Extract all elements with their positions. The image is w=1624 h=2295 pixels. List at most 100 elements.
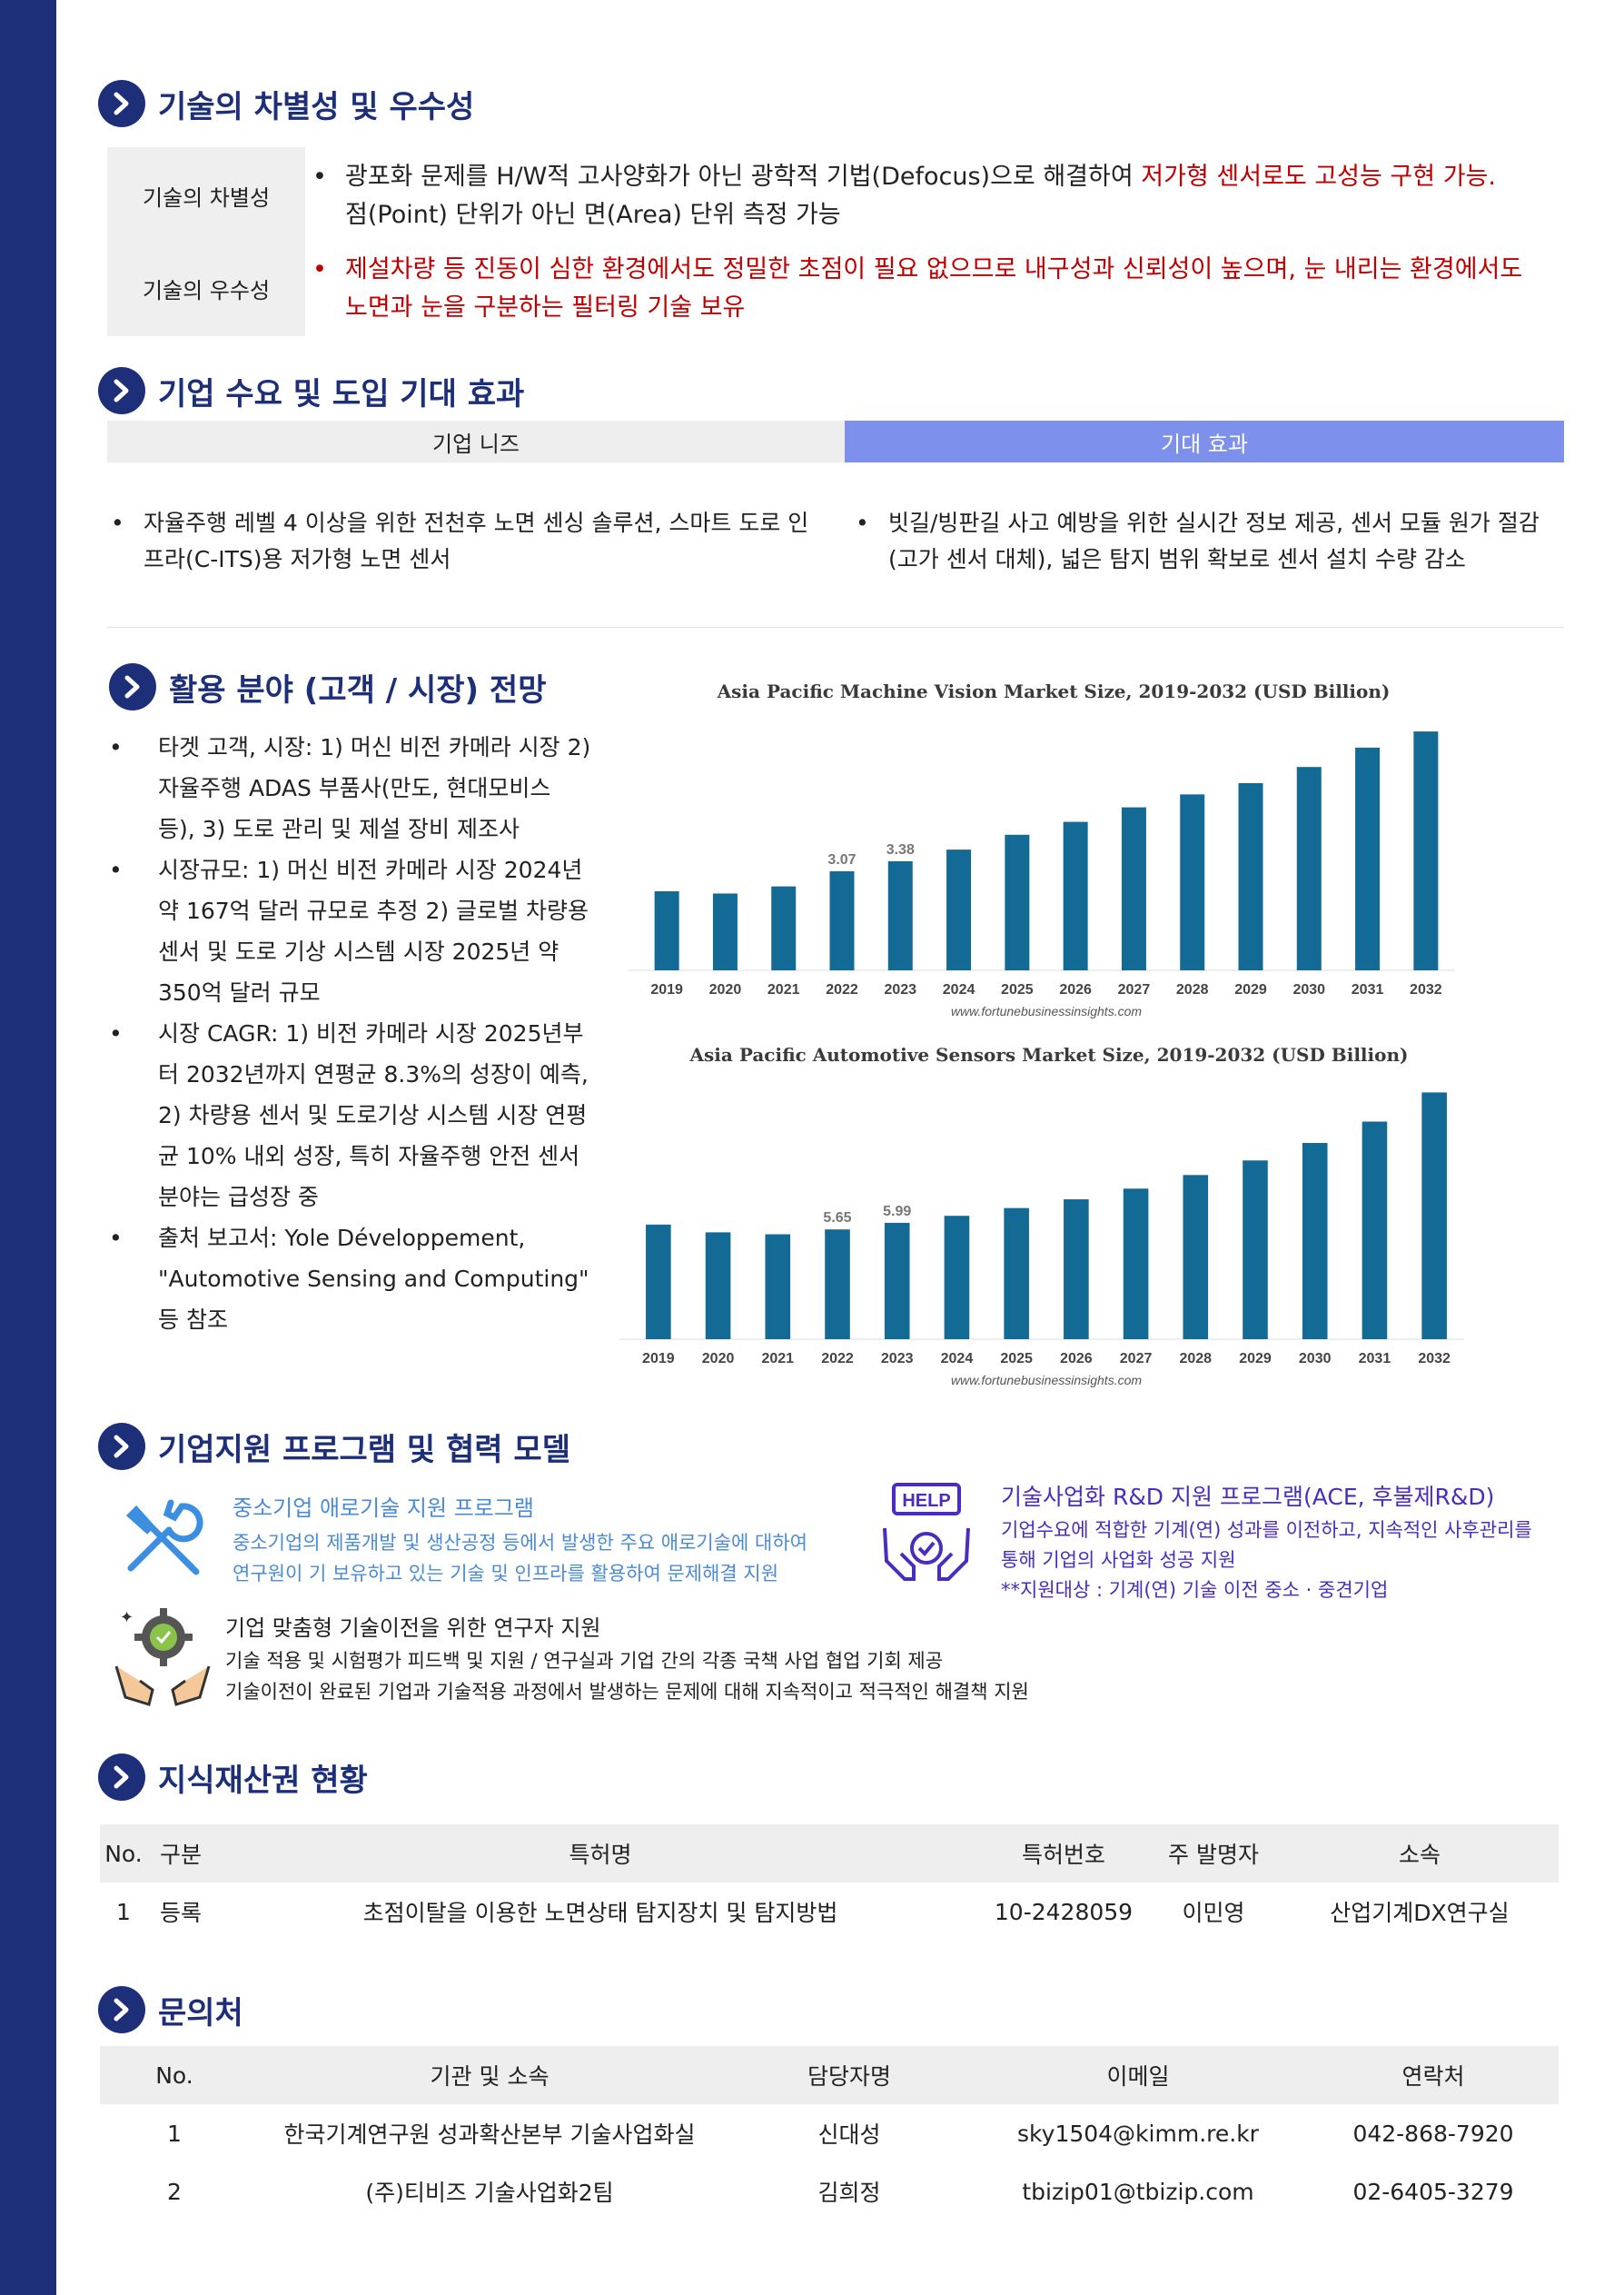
bar [705, 1232, 731, 1339]
chart-title: Asia Pacific Automotive Sensors Market S… [689, 1044, 1409, 1066]
diff-text: 광포화 문제를 H/W적 고사양화가 아닌 광학적 기법(Defocus)으로 … [345, 163, 1142, 191]
x-tick-label: 2031 [1352, 982, 1384, 998]
x-tick-label: 2029 [1234, 982, 1267, 998]
program-1: 중소기업 애로기술 지원 프로그램 중소기업의 제품개발 및 생산공정 등에서 … [233, 1490, 807, 1589]
sup-bullet: • 제설차량 등 진동이 심한 환경에서도 정밀한 초점이 필요 없으므로 내구… [311, 251, 1564, 327]
bar [1362, 1121, 1388, 1339]
x-tick-label: 2032 [1418, 1351, 1451, 1366]
section-header-ip: 지식재산권 현황 [98, 1754, 368, 1801]
diff-bullet: • 광포화 문제를 H/W적 고사양화가 아닌 광학적 기법(Defocus)으… [311, 158, 1564, 234]
col-header: 특허번호 [981, 1824, 1146, 1883]
data-label: 3.07 [827, 852, 856, 868]
bar [1123, 1188, 1149, 1339]
x-tick-label: 2019 [650, 982, 683, 998]
chevron-right-icon [109, 663, 156, 710]
effect-header: 기대 효과 [845, 421, 1564, 462]
x-tick-label: 2021 [767, 982, 800, 998]
chevron-right-icon [98, 1423, 145, 1470]
col-header: 기관 및 소속 [249, 2046, 730, 2104]
program-desc: 중소기업의 제품개발 및 생산공정 등에서 발생한 주요 애로기술에 대하여 [233, 1532, 807, 1554]
bar [829, 870, 855, 970]
x-tick-label: 2021 [761, 1351, 794, 1366]
x-tick-label: 2020 [709, 982, 742, 998]
bar [1121, 807, 1146, 970]
bar [944, 1216, 970, 1339]
email-link[interactable]: tbizip01@tbizip.com [1022, 2178, 1254, 2205]
effect-item: • 빗길/빙판길 사고 예방을 위한 실시간 정보 제공, 센서 모듈 원가 절… [852, 505, 1542, 578]
x-tick-label: 2024 [941, 1351, 974, 1366]
col-header: No. [100, 1824, 147, 1883]
x-tick-label: 2027 [1118, 982, 1151, 998]
diff-text-highlight: 저가형 센서로도 고성능 구현 가능. [1141, 163, 1496, 191]
gear-hands-icon: ✦ [107, 1603, 216, 1715]
x-tick-label: 2028 [1176, 982, 1209, 998]
col-header: 구분 [147, 1824, 220, 1883]
bar [765, 1234, 791, 1339]
program-title: 중소기업 애로기술 지원 프로그램 [233, 1495, 535, 1521]
automotive-sensors-chart: Asia Pacific Automotive Sensors Market S… [619, 1044, 1464, 1387]
effect-text: 빗길/빙판길 사고 예방을 위한 실시간 정보 제공, 센서 모듈 원가 절감(… [888, 510, 1540, 572]
tech-label-box: 기술의 차별성 기술의 우수성 [107, 147, 305, 336]
chart-source: www.fortunebusinessinsights.com [951, 1373, 1142, 1387]
section-header-contact: 문의처 [98, 1986, 243, 2033]
bar [712, 893, 738, 970]
needs-text: 자율주행 레벨 4 이상을 위한 전천후 노면 센싱 솔루션, 스마트 도로 인… [144, 510, 809, 572]
bar [1421, 1092, 1447, 1339]
col-header: 소속 [1281, 1824, 1559, 1883]
email-link[interactable]: sky1504@kimm.re.kr [1017, 2120, 1259, 2147]
section-title: 지식재산권 현황 [158, 1762, 368, 1799]
section-header-tech: 기술의 차별성 및 우수성 [98, 80, 474, 127]
x-tick-label: 2026 [1060, 1351, 1093, 1366]
market-list: • 타겟 고객, 시장: 1) 머신 비전 카메라 시장 2) 자율주행 ADAS… [102, 727, 592, 1340]
bar [1063, 821, 1088, 970]
bar [884, 1222, 910, 1339]
list-item: • 타겟 고객, 시장: 1) 머신 비전 카메라 시장 2) 자율주행 ADAS… [109, 734, 591, 842]
machine-vision-chart: Asia Pacific Machine Vision Market Size,… [629, 681, 1455, 1018]
contact-table: No. 기관 및 소속 담당자명 이메일 연락처 1 한국기계연구원 성과확산본… [100, 2046, 1559, 2220]
x-tick-label: 2027 [1120, 1351, 1153, 1366]
chevron-right-icon [98, 80, 145, 127]
help-hands-icon: HELP [877, 1477, 975, 1594]
needs-item: • 자율주행 레벨 4 이상을 위한 전천후 노면 센싱 솔루션, 스마트 도로… [107, 505, 816, 578]
sup-text-line2: 노면과 눈을 구분하는 필터링 기술 보유 [345, 293, 746, 322]
data-label: 5.65 [823, 1210, 851, 1226]
left-accent-bar [0, 0, 56, 2295]
program-desc: 기업수요에 적합한 기계(연) 성과를 이전하고, 지속적인 사후관리를 [1001, 1519, 1532, 1541]
diff-label: 기술의 차별성 [142, 185, 271, 211]
table-header-row: No. 구분 특허명 특허번호 주 발명자 소속 [100, 1824, 1559, 1883]
x-tick-label: 2020 [702, 1351, 735, 1366]
bar [771, 886, 797, 970]
col-header: 특허명 [220, 1824, 981, 1883]
bar [1064, 1199, 1089, 1339]
chevron-right-icon [98, 367, 145, 414]
bar [887, 860, 913, 970]
x-tick-label: 2025 [1001, 982, 1034, 998]
x-tick-label: 2029 [1239, 1351, 1272, 1366]
x-tick-label: 2030 [1292, 982, 1325, 998]
program-desc: 통해 기업의 사업화 성공 지원 [1001, 1549, 1236, 1571]
col-header: 주 발명자 [1146, 1824, 1281, 1883]
bar [1296, 767, 1322, 970]
program-title: 기술사업화 R&D 지원 프로그램(ACE, 후불제R&D) [1001, 1484, 1495, 1510]
ip-table: No. 구분 특허명 특허번호 주 발명자 소속 1 등록 초점이탈을 이용한 … [100, 1824, 1559, 1941]
x-tick-label: 2030 [1299, 1351, 1332, 1366]
program-desc: 기술이전이 완료된 기업과 기술적용 과정에서 발생하는 문제에 대해 지속적이… [225, 1681, 1029, 1703]
table-row: 1 한국기계연구원 성과확산본부 기술사업화실 신대성 sky1504@kimm… [100, 2104, 1559, 2162]
x-tick-label: 2022 [826, 982, 858, 998]
bar [946, 849, 972, 970]
bar [1004, 1207, 1029, 1339]
bar [1238, 782, 1263, 970]
program-3: 기업 맞춤형 기술이전을 위한 연구자 지원 기술 적용 및 시험평가 피드백 … [225, 1610, 1029, 1707]
sup-label: 기술의 우수성 [142, 278, 271, 303]
bar [1413, 731, 1439, 970]
section-title: 기업지원 프로그램 및 협력 모델 [158, 1431, 570, 1468]
bar [825, 1229, 850, 1339]
bar [1243, 1160, 1268, 1339]
x-tick-label: 2024 [943, 982, 975, 998]
col-header: 이메일 [968, 2046, 1308, 2104]
x-tick-label: 2023 [881, 1351, 914, 1366]
svg-text:✦: ✦ [120, 1608, 134, 1627]
section-title: 기업 수요 및 도입 기대 효과 [158, 375, 525, 412]
section-title: 기술의 차별성 및 우수성 [158, 88, 475, 125]
section-title: 활용 분야 (고객 / 시장) 전망 [169, 671, 547, 709]
